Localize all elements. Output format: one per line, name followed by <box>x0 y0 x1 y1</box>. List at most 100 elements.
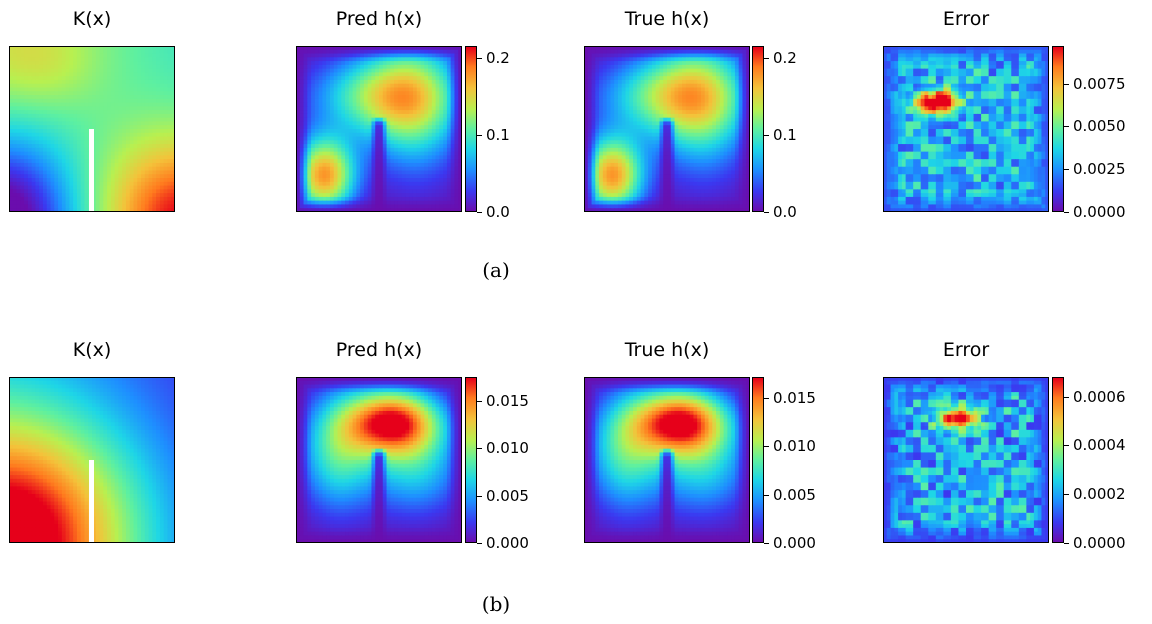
heatmap-cell <box>122 61 127 66</box>
heatmap-cell <box>92 185 97 190</box>
heatmap-cell <box>296 83 301 89</box>
heatmap-cell <box>640 46 645 51</box>
heatmap-cell <box>88 106 93 111</box>
heatmap-cell <box>431 72 437 77</box>
heatmap-cell <box>602 61 608 66</box>
heatmap-cell <box>92 151 97 157</box>
heatmap-cell <box>458 110 462 115</box>
heatmap-cell <box>118 132 123 138</box>
heatmap-cell <box>663 121 668 126</box>
heatmap-cell <box>636 113 642 119</box>
heatmap-cell <box>431 136 437 141</box>
heatmap-cell <box>367 64 373 70</box>
heatmap-cell <box>397 46 403 51</box>
heatmap-cell <box>670 49 676 55</box>
heatmap-cell <box>307 208 312 212</box>
heatmap-cell <box>439 204 444 209</box>
heatmap-cell <box>719 136 725 141</box>
heatmap-cell <box>640 102 645 107</box>
heatmap-cell <box>439 87 444 92</box>
heatmap-cell <box>584 132 589 138</box>
heatmap-cell <box>394 53 399 58</box>
heatmap-cell <box>599 49 604 55</box>
heatmap-cell <box>636 72 642 77</box>
heatmap-cell <box>458 68 462 74</box>
heatmap-cell <box>39 102 44 107</box>
heatmap-cell <box>20 155 25 160</box>
heatmap-cell <box>20 151 25 157</box>
heatmap-cell <box>439 64 444 70</box>
heatmap-cell <box>386 170 391 175</box>
heatmap-cell <box>412 144 418 149</box>
heatmap-cell <box>329 87 335 92</box>
heatmap-cell <box>84 110 89 115</box>
heatmap-cell <box>148 159 153 164</box>
heatmap-cell <box>420 46 425 51</box>
heatmap-cell <box>700 87 706 92</box>
heatmap-cell <box>405 64 410 70</box>
heatmap-cell <box>746 46 750 51</box>
heatmap-cell <box>746 132 750 138</box>
heatmap-cell <box>348 170 354 175</box>
heatmap-cell <box>303 189 308 194</box>
heatmap-cell <box>114 106 120 111</box>
heatmap-cell <box>103 147 108 153</box>
heatmap-cell <box>80 155 86 160</box>
heatmap-cell <box>167 53 172 58</box>
heatmap-cell <box>307 61 312 66</box>
heatmap-cell <box>88 117 93 123</box>
heatmap-cell <box>435 113 440 119</box>
heatmap-cell <box>356 204 361 209</box>
heatmap-cell <box>348 181 354 187</box>
heatmap-cell <box>31 159 37 164</box>
heatmap-cell <box>723 110 728 115</box>
heatmap-cell <box>617 106 623 111</box>
heatmap-cell <box>345 208 350 212</box>
heatmap-cell <box>602 113 608 119</box>
heatmap-cell <box>409 83 414 89</box>
heatmap-cell <box>371 162 376 168</box>
heatmap-cell <box>167 110 172 115</box>
heatmap-cell <box>92 61 97 66</box>
heatmap-cell <box>708 79 713 85</box>
heatmap-cell <box>651 132 657 138</box>
heatmap-cell <box>367 57 373 62</box>
heatmap-cell <box>602 102 608 107</box>
heatmap-cell <box>144 68 150 74</box>
heatmap-cell <box>103 170 108 175</box>
heatmap-cell <box>648 106 653 111</box>
heatmap-cell <box>682 64 687 70</box>
heatmap-cell <box>454 170 459 175</box>
heatmap-cell <box>356 170 361 175</box>
heatmap-cell <box>88 121 93 126</box>
heatmap-cell <box>156 106 161 111</box>
heatmap-cell <box>99 53 104 58</box>
heatmap-cell <box>50 170 55 175</box>
heatmap-cell <box>314 76 320 81</box>
heatmap-cell <box>382 106 388 111</box>
heatmap-cell <box>367 110 373 115</box>
heatmap-cell <box>50 147 55 153</box>
heatmap-cell <box>416 121 422 126</box>
heatmap-cell <box>163 125 169 130</box>
heatmap-cell <box>742 76 747 81</box>
heatmap-cell <box>326 83 331 89</box>
heatmap-cell <box>360 110 365 115</box>
heatmap-cell <box>76 72 82 77</box>
heatmap-cell <box>409 53 414 58</box>
heatmap-cell <box>110 140 116 145</box>
heatmap-cell <box>318 49 324 55</box>
heatmap-cell <box>133 72 138 77</box>
heatmap-cell <box>738 83 744 89</box>
heatmap-cell <box>428 53 433 58</box>
heatmap-cell <box>367 53 373 58</box>
heatmap-cell <box>69 79 74 85</box>
heatmap-cell <box>621 68 627 74</box>
heatmap-cell <box>341 91 346 96</box>
heatmap-cell <box>599 83 604 89</box>
heatmap-cell <box>614 102 619 107</box>
heatmap-cell <box>61 53 67 58</box>
heatmap-cell <box>363 102 369 107</box>
heatmap-cell <box>326 113 331 119</box>
heatmap-cell <box>375 121 380 126</box>
